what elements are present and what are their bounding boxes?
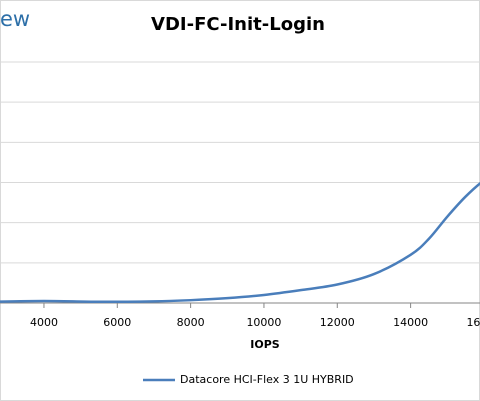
x-tick-label: 16000 [466, 316, 480, 329]
x-tick-label: 4000 [30, 316, 58, 329]
x-tick-label: 10000 [246, 316, 281, 329]
chart-title: VDI-FC-Init-Login [151, 14, 325, 35]
logo-text: ew [0, 7, 30, 31]
x-tick-label: 6000 [103, 316, 131, 329]
legend-label: Datacore HCI-Flex 3 1U HYBRID [180, 373, 354, 386]
x-tick-label: 12000 [320, 316, 355, 329]
x-tick-label: 14000 [393, 316, 428, 329]
x-axis-label: IOPS [250, 338, 280, 351]
series-line [0, 181, 480, 304]
x-tick-label: 8000 [177, 316, 205, 329]
